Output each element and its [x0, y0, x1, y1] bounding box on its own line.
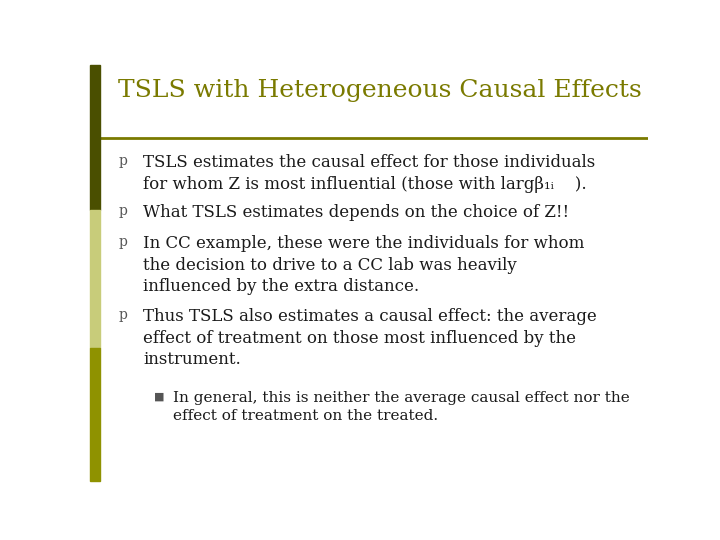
Text: In CC example, these were the individuals for whom
the decision to drive to a CC: In CC example, these were the individual…: [143, 235, 585, 295]
Text: What TSLS estimates depends on the choice of Z!!: What TSLS estimates depends on the choic…: [143, 204, 569, 221]
Text: p: p: [119, 154, 128, 168]
Text: p: p: [119, 235, 128, 249]
Text: ■: ■: [154, 391, 165, 401]
Text: Thus TSLS also estimates a causal effect: the average
effect of treatment on tho: Thus TSLS also estimates a causal effect…: [143, 308, 597, 368]
Bar: [100, 65, 648, 140]
Text: In general, this is neither the average causal effect nor the
effect of treatmen: In general, this is neither the average …: [173, 391, 629, 423]
Text: TSLS with Heterogeneous Causal Effects: TSLS with Heterogeneous Causal Effects: [118, 79, 642, 103]
Bar: [90, 210, 100, 348]
Text: p: p: [119, 308, 128, 322]
Text: p: p: [119, 204, 128, 218]
Bar: [90, 348, 100, 481]
Bar: [90, 65, 100, 210]
Text: TSLS estimates the causal effect for those individuals
for whom Z is most influe: TSLS estimates the causal effect for tho…: [143, 154, 595, 193]
